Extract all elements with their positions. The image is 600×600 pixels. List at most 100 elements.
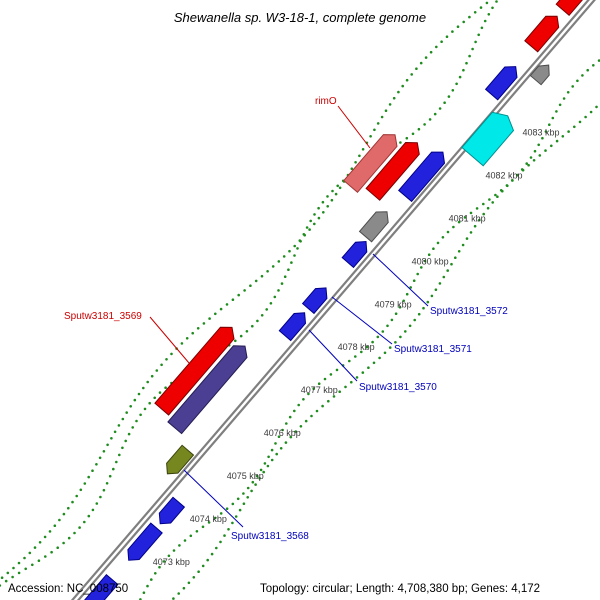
label-callout-line xyxy=(337,105,371,149)
gc-plot-dot xyxy=(236,497,240,501)
gc-plot-dot xyxy=(44,555,47,558)
gc-plot-dot xyxy=(561,135,565,138)
gc-plot-dot xyxy=(420,266,423,269)
gene-label[interactable]: Sputw3181_3571 xyxy=(394,344,472,355)
gc-plot-dot xyxy=(465,61,468,65)
gc-plot-dot xyxy=(336,184,340,188)
gc-plot-dot xyxy=(409,286,413,289)
gc-plot-dot xyxy=(384,109,388,112)
gene-label[interactable]: Sputw3181_3572 xyxy=(430,306,508,317)
gene-arrow[interactable] xyxy=(484,66,518,101)
gene-sputw3181-3568[interactable] xyxy=(166,444,195,475)
gc-plot-dot xyxy=(290,261,293,264)
gc-plot-dot xyxy=(426,300,430,304)
tick-label: 4081 kbp xyxy=(449,213,486,223)
gc-plot-dot xyxy=(361,371,365,374)
gc-plot-dot xyxy=(180,342,184,345)
gc-plot-dot xyxy=(95,502,99,505)
gc-plot-dot xyxy=(137,392,141,396)
gc-plot-dot xyxy=(78,526,81,529)
gene-label[interactable]: Sputw3181_3570 xyxy=(359,382,437,393)
gc-plot-dot xyxy=(112,467,115,471)
gc-plot-dot xyxy=(335,368,339,372)
gc-plot-dot xyxy=(206,558,209,562)
gc-plot-dot xyxy=(192,576,196,579)
gc-plot-dot xyxy=(312,387,316,391)
gene-label[interactable]: Sputw3181_3569 xyxy=(64,311,142,322)
gene-arrow[interactable] xyxy=(127,522,163,561)
gc-plot-dot xyxy=(250,489,253,493)
gc-plot-dot xyxy=(350,167,354,170)
gene-arrow[interactable] xyxy=(524,15,560,53)
gc-plot-dot xyxy=(544,130,548,133)
gene-arrow[interactable] xyxy=(358,211,389,243)
gc-plot-dot xyxy=(277,435,281,439)
label-callout-line xyxy=(149,316,190,364)
tick-label: 4074 kbp xyxy=(190,514,227,524)
gc-plot-dot xyxy=(277,260,281,263)
gene-arrow[interactable] xyxy=(365,141,420,201)
gc-plot-dot xyxy=(83,520,86,524)
gc-plot-dot xyxy=(367,366,370,370)
gc-plot-dot xyxy=(495,0,498,3)
gc-plot-dot xyxy=(408,324,412,328)
gc-plot-dot xyxy=(283,275,287,279)
tick-label: 4082 kbp xyxy=(486,170,523,180)
gc-plot-dot xyxy=(296,247,299,250)
gc-plot-dot xyxy=(308,228,311,231)
gc-plot-dot xyxy=(390,318,394,322)
gc-plot-dot xyxy=(525,162,528,165)
gene-arrow[interactable] xyxy=(529,64,550,86)
gc-plot-dot xyxy=(146,380,149,384)
gc-plot-dot xyxy=(404,330,407,333)
gc-plot-dot xyxy=(440,40,443,43)
gene-arrow[interactable] xyxy=(158,496,186,525)
gene-arrow[interactable] xyxy=(555,0,590,17)
gc-plot-dot xyxy=(410,73,414,76)
gc-plot-dot xyxy=(150,578,153,581)
gc-plot-dot xyxy=(279,447,283,450)
gc-plot-dot xyxy=(182,586,186,590)
gc-plot-dot xyxy=(373,128,376,132)
gene-sputw3181-3569[interactable] xyxy=(154,326,235,416)
gc-plot-dot xyxy=(371,340,374,344)
gc-plot-dot xyxy=(11,575,14,579)
gc-plot-dot xyxy=(571,85,574,88)
gc-plot-dot xyxy=(592,64,595,67)
gene-rimo[interactable] xyxy=(343,134,398,194)
gc-plot-dot xyxy=(383,351,387,355)
tick-label: 4076 kbp xyxy=(264,428,301,438)
gc-plot-dot xyxy=(589,110,593,114)
gc-plot-dot xyxy=(293,254,296,257)
gene-arrow[interactable] xyxy=(82,573,119,600)
gene-label[interactable]: rimO xyxy=(315,96,337,107)
gene-sputw3181-3572[interactable] xyxy=(341,240,368,269)
gc-plot-dot xyxy=(294,430,298,433)
gc-plot-dot xyxy=(436,241,440,245)
gc-plot-dot xyxy=(388,103,392,106)
gc-plot-dot xyxy=(231,521,234,525)
gc-plot-dot xyxy=(117,424,121,427)
gene-arrow[interactable] xyxy=(397,151,446,203)
gc-plot-dot xyxy=(533,149,537,153)
gc-plot-dot xyxy=(491,6,494,10)
gc-plot-dot xyxy=(274,442,277,445)
gc-plot-dot xyxy=(146,584,149,588)
gc-plot-dot xyxy=(6,571,10,575)
gc-plot-dot xyxy=(487,13,491,16)
gc-plot-dot xyxy=(331,189,334,193)
gc-plot-dot xyxy=(277,289,280,292)
gene-sputw3181-3570[interactable] xyxy=(278,312,307,342)
gc-plot-dot xyxy=(79,488,83,492)
gc-plot-dot xyxy=(527,163,530,167)
gene-label[interactable]: Sputw3181_3568 xyxy=(231,531,309,542)
gene-arrow[interactable] xyxy=(461,111,515,167)
gc-plot-dot xyxy=(239,334,243,338)
gc-plot-dot xyxy=(302,398,305,401)
gc-plot-dot xyxy=(50,550,53,554)
gene-sputw3181-3571[interactable] xyxy=(301,287,328,315)
gc-plot-dot xyxy=(496,195,499,198)
gc-plot-dot xyxy=(511,179,514,182)
gene-arrow[interactable] xyxy=(167,345,248,435)
